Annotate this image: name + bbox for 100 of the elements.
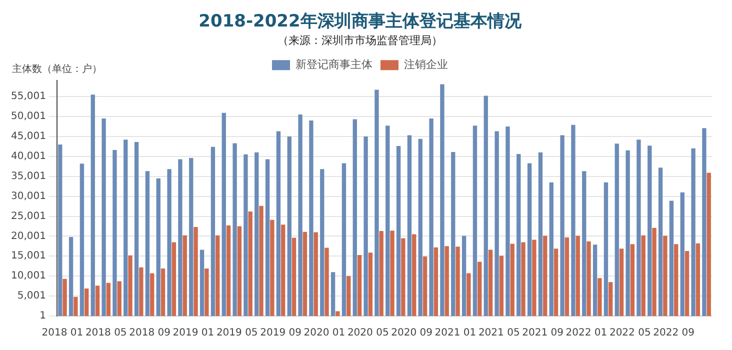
y-tick-label: 30,001 <box>10 190 46 202</box>
bar <box>336 311 340 316</box>
bar <box>702 128 706 316</box>
y-tick-label: 45,001 <box>10 131 46 142</box>
bar <box>543 236 548 316</box>
bar <box>706 172 711 316</box>
bar <box>357 254 362 316</box>
bar <box>538 152 543 316</box>
bar <box>604 182 608 316</box>
bar <box>259 206 264 316</box>
x-tick-label: 2018 09 <box>129 328 170 339</box>
bar <box>134 142 139 316</box>
bar <box>62 278 67 316</box>
bar <box>608 282 613 316</box>
bar <box>440 84 444 316</box>
y-tick-label: 15,001 <box>10 250 46 262</box>
bar <box>506 126 510 316</box>
legend-label: 注销企业 <box>404 58 448 71</box>
bar <box>160 268 166 316</box>
bar <box>368 252 373 316</box>
x-tick-label: 2021 05 <box>478 328 520 339</box>
bar <box>434 247 438 316</box>
bar <box>204 268 209 316</box>
legend-label: 新登记商事主体 <box>296 58 372 71</box>
bar <box>614 144 619 316</box>
bar <box>560 135 564 316</box>
bar <box>145 171 150 316</box>
bar <box>696 243 700 316</box>
bar <box>182 235 187 316</box>
y-tick-label: 5,001 <box>17 290 46 302</box>
bar <box>418 138 422 316</box>
y-axis-title: 主体数（单位：户） <box>12 63 102 76</box>
bar <box>674 244 678 316</box>
bar <box>652 228 656 316</box>
bar <box>276 131 281 316</box>
bar <box>379 231 384 316</box>
bar <box>74 296 78 316</box>
bar <box>641 235 646 316</box>
x-tick-label: 2018 01 <box>42 328 84 339</box>
bar <box>472 126 478 316</box>
y-tick-label: 25,001 <box>10 210 46 222</box>
bar <box>244 154 248 316</box>
bar <box>68 237 74 316</box>
bar <box>210 146 216 316</box>
bar <box>598 278 602 316</box>
bar <box>95 286 100 316</box>
bar <box>648 146 652 316</box>
y-tick-label: 10,001 <box>10 270 46 282</box>
bar <box>117 281 122 316</box>
bar <box>586 241 591 316</box>
x-tick-label: 2022 01 <box>566 328 608 339</box>
bar <box>422 256 428 316</box>
bar <box>386 126 390 316</box>
bar <box>270 220 274 316</box>
bar <box>527 163 532 316</box>
bar <box>564 237 570 316</box>
bar <box>390 230 394 316</box>
bar <box>451 152 456 316</box>
bar <box>200 250 204 316</box>
bar <box>669 200 674 316</box>
x-tick-label: 2022 05 <box>609 328 651 339</box>
bar <box>128 255 132 316</box>
bar <box>691 148 696 316</box>
bar <box>84 288 89 316</box>
bar <box>281 224 286 316</box>
bar <box>302 232 308 316</box>
bar <box>167 169 172 316</box>
bar <box>314 232 318 316</box>
bar <box>139 267 144 316</box>
x-tick-label: 2020 09 <box>391 328 432 339</box>
bar <box>194 227 198 316</box>
x-tick-label: 2019 05 <box>216 328 258 339</box>
bar <box>510 244 514 316</box>
bar <box>554 248 558 316</box>
bar <box>626 150 630 316</box>
bar <box>619 248 624 316</box>
bar <box>106 282 111 316</box>
bar <box>222 112 226 316</box>
bar <box>636 140 641 316</box>
y-tick-label: 35,001 <box>10 170 46 182</box>
bar <box>112 150 117 316</box>
bar <box>499 256 504 316</box>
y-tick-label: 50,001 <box>10 111 46 122</box>
bar <box>309 120 314 316</box>
y-tick-label: 40,001 <box>10 151 46 162</box>
bar <box>630 244 635 316</box>
bar <box>346 276 351 316</box>
bar <box>684 250 690 316</box>
bar <box>456 246 460 316</box>
bar <box>374 90 379 316</box>
bar <box>287 136 292 316</box>
x-tick-label: 2019 01 <box>172 328 214 339</box>
bar <box>352 119 357 316</box>
bar <box>532 240 536 316</box>
bar <box>342 163 346 316</box>
bar <box>226 225 231 316</box>
bar <box>429 118 434 316</box>
y-tick-label: 55,001 <box>10 91 46 102</box>
bar <box>484 96 488 316</box>
bar <box>156 178 160 316</box>
